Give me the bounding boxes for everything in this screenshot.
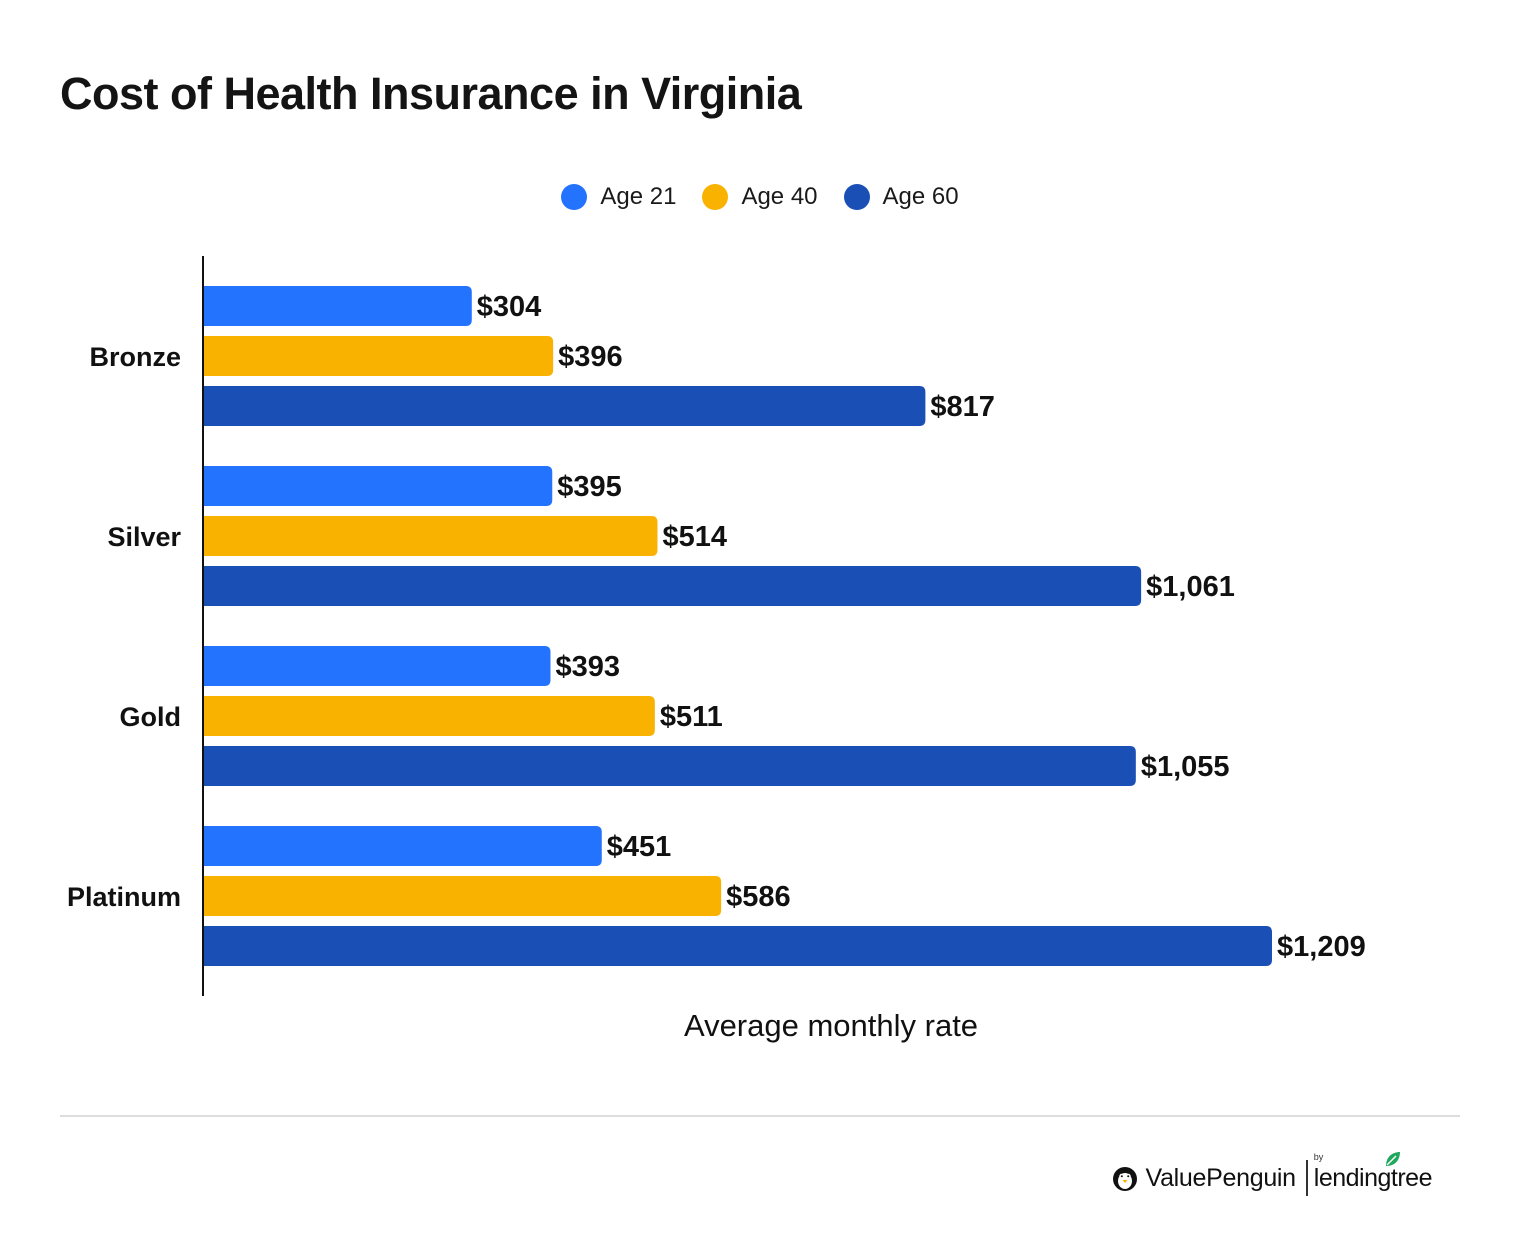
legend-item-age-21: Age 21 xyxy=(561,183,676,211)
footer-divider xyxy=(60,1115,1460,1117)
bar-platinum-age-40 xyxy=(203,876,722,916)
bar-bronze-age-21 xyxy=(203,286,472,326)
bar-silver-age-40 xyxy=(203,516,658,556)
category-label-gold: Gold xyxy=(120,702,182,732)
bar-silver-age-60 xyxy=(203,566,1142,606)
data-label-platinum-age-40: $586 xyxy=(726,881,791,913)
legend-item-age-40: Age 40 xyxy=(702,183,818,211)
bar-bronze-age-40 xyxy=(203,336,554,376)
legend-label-age-60: Age 60 xyxy=(882,183,959,210)
legend-swatch-age-60 xyxy=(843,184,870,210)
data-label-bronze-age-60: $817 xyxy=(930,391,995,423)
legend-label-age-40: Age 40 xyxy=(741,183,818,210)
valuepenguin-wordmark: ValuePenguin xyxy=(1145,1163,1297,1192)
bar-chart: Bronze $304 $396 $817 Silver $395 $514 $1,061 Go… xyxy=(67,256,1366,996)
category-label-bronze: Bronze xyxy=(89,342,181,372)
data-label-bronze-age-21: $304 xyxy=(477,291,542,323)
chart-title: Cost of Health Insurance in Virginia xyxy=(60,68,802,119)
data-label-gold-age-60: $1,055 xyxy=(1141,751,1230,783)
legend-label-age-21: Age 21 xyxy=(600,183,677,210)
data-label-platinum-age-60: $1,209 xyxy=(1277,931,1366,963)
chart-legend: Age 21 Age 40 Age 60 xyxy=(0,183,1520,211)
lendingtree-logo: by lendingtree xyxy=(1313,1151,1433,1193)
bar-gold-age-21 xyxy=(203,646,551,686)
x-axis-label: Average monthly rate xyxy=(683,1008,979,1043)
data-label-silver-age-40: $514 xyxy=(662,521,727,553)
brand-logo: ValuePenguin by lendingtree xyxy=(1111,1151,1433,1196)
brand-separator xyxy=(1305,1160,1308,1196)
bar-platinum-age-60 xyxy=(203,926,1272,966)
data-label-silver-age-21: $395 xyxy=(557,471,622,503)
brand-by-label: by xyxy=(1313,1151,1324,1162)
leaf-icon xyxy=(1385,1151,1400,1166)
bar-bronze-age-60 xyxy=(203,386,926,426)
legend-item-age-60: Age 60 xyxy=(843,183,959,211)
bar-silver-age-21 xyxy=(203,466,553,506)
data-label-silver-age-60: $1,061 xyxy=(1146,571,1235,603)
category-label-platinum: Platinum xyxy=(67,882,181,912)
data-label-bronze-age-40: $396 xyxy=(558,341,623,373)
legend-swatch-age-21 xyxy=(561,184,588,210)
penguin-icon xyxy=(1112,1167,1137,1191)
data-label-gold-age-21: $393 xyxy=(555,651,620,683)
legend-swatch-age-40 xyxy=(702,184,729,210)
bar-gold-age-60 xyxy=(203,746,1136,786)
bar-platinum-age-21 xyxy=(203,826,602,866)
lendingtree-wordmark: lendingtree xyxy=(1313,1163,1433,1192)
bar-gold-age-40 xyxy=(203,696,655,736)
data-label-gold-age-40: $511 xyxy=(660,701,723,733)
data-label-platinum-age-21: $451 xyxy=(607,831,672,863)
category-label-silver: Silver xyxy=(107,522,181,552)
